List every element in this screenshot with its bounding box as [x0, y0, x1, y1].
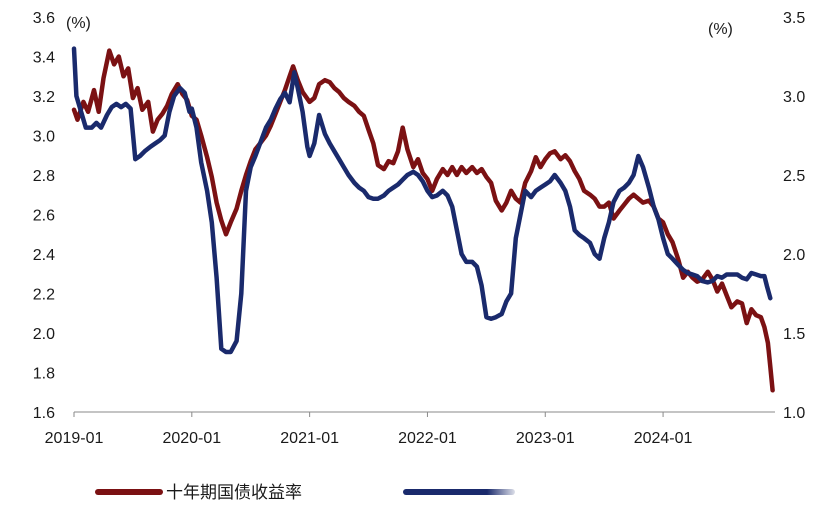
left-tick-label: 3.6 [33, 10, 55, 27]
legend: 十年期国债收益率 [95, 483, 515, 503]
left-tick-label: 1.8 [33, 366, 55, 383]
series-line-second [71, 46, 773, 355]
x-tick-label: 2019-01 [45, 430, 104, 447]
left-axis: 1.6 1.8 2.0 2.2 2.4 2.6 2.8 3.0 3.2 3.4 3.6 [33, 10, 55, 422]
x-tick-label: 2021-01 [280, 430, 339, 447]
left-tick-label: 3.4 [33, 50, 55, 67]
right-tick-label: 2.5 [783, 168, 805, 185]
left-tick-label: 2.2 [33, 287, 55, 304]
right-tick-label: 3.5 [783, 10, 805, 27]
left-tick-label: 1.6 [33, 405, 55, 422]
left-tick-label: 2.4 [33, 247, 55, 264]
right-tick-label: 3.0 [783, 89, 805, 106]
right-axis: 1.0 1.5 2.0 2.5 3.0 3.5 [783, 10, 805, 422]
left-tick-label: 3.2 [33, 89, 55, 106]
x-tick-label: 2024-01 [634, 430, 693, 447]
left-unit-label: (%) [66, 15, 91, 32]
legend-swatch-second-series [403, 489, 515, 495]
right-tick-label: 1.0 [783, 405, 805, 422]
left-tick-label: 2.8 [33, 168, 55, 185]
x-axis: 2019-01 2020-01 2021-01 2022-01 2023-01 2024-… [45, 412, 693, 447]
x-tick-label: 2020-01 [162, 430, 221, 447]
left-tick-label: 3.0 [33, 129, 55, 146]
x-tick-label: 2023-01 [516, 430, 575, 447]
right-unit-label: (%) [708, 21, 733, 38]
left-tick-label: 2.0 [33, 326, 55, 343]
right-tick-label: 1.5 [783, 326, 805, 343]
plot-area [71, 46, 775, 393]
left-tick-label: 2.6 [33, 208, 55, 225]
right-tick-label: 2.0 [783, 247, 805, 264]
x-tick-label: 2022-01 [398, 430, 457, 447]
series-line-yield [71, 48, 775, 393]
legend-label-yield: 十年期国债收益率 [166, 483, 302, 503]
